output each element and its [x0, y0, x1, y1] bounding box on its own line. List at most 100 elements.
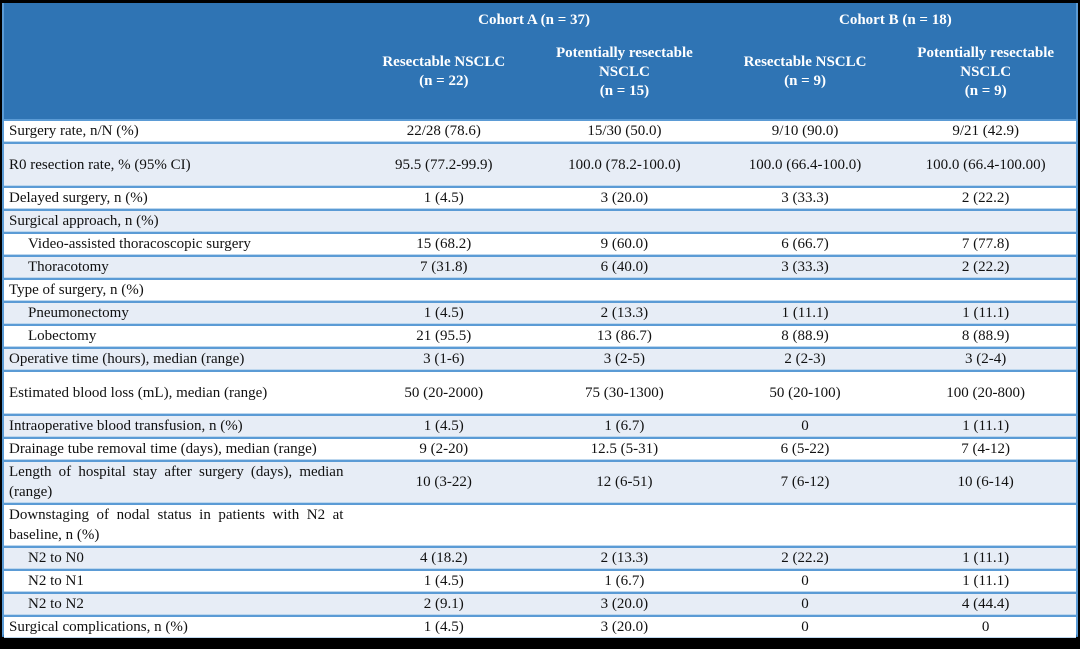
column-n: (n = 9) [964, 82, 1007, 99]
table-row: Operative time (hours), median (range) 3… [4, 347, 1076, 370]
value-cell: 100.0 (66.4-100.00) [895, 142, 1076, 186]
value-cell: 1 (4.5) [353, 569, 535, 592]
value-cell: 10 (3-22) [353, 460, 535, 503]
value-cell [895, 209, 1076, 232]
table-row: Surgery rate, n/N (%) 22/28 (78.6) 15/30… [4, 119, 1076, 142]
value-cell: 1 (4.5) [353, 301, 535, 324]
row-label: Length of hospital stay after surgery (d… [4, 460, 354, 503]
value-cell: 95.5 (77.2-99.9) [353, 142, 535, 186]
value-cell: 3 (20.0) [534, 186, 715, 209]
value-cell [714, 209, 896, 232]
column-header-potentially-resectable-b: Potentially resectable NSCLC (n = 9) [895, 33, 1076, 119]
value-cell: 2 (9.1) [353, 592, 535, 615]
column-n: (n = 9) [784, 73, 826, 89]
row-label: Delayed surgery, n (%) [4, 186, 354, 209]
row-label: Estimated blood loss (mL), median (range… [4, 370, 354, 414]
value-cell: 1 (4.5) [353, 414, 535, 437]
value-cell: 3 (1-6) [353, 347, 535, 370]
table-header: Cohort A (n = 37) Cohort B (n = 18) Rese… [4, 3, 1076, 119]
value-cell: 50 (20-2000) [353, 370, 535, 414]
table-row: N2 to N1 1 (4.5) 1 (6.7) 0 1 (11.1) [4, 569, 1076, 592]
value-cell: 13 (86.7) [534, 324, 715, 347]
value-cell: 0 [714, 414, 896, 437]
row-label: Surgery rate, n/N (%) [4, 119, 354, 142]
row-label: Surgical approach, n (%) [4, 209, 354, 232]
value-cell: 100 (20-800) [895, 370, 1076, 414]
value-cell: 15/30 (50.0) [534, 119, 715, 142]
column-title: Potentially resectable NSCLC [556, 44, 693, 80]
surgery-outcomes-table-wrap: Cohort A (n = 37) Cohort B (n = 18) Rese… [2, 3, 1078, 638]
column-n: (n = 22) [419, 73, 469, 89]
row-label: Drainage tube removal time (days), media… [4, 437, 354, 460]
table-row: Drainage tube removal time (days), media… [4, 437, 1076, 460]
table-row: N2 to N0 4 (18.2) 2 (13.3) 2 (22.2) 1 (1… [4, 546, 1076, 569]
value-cell: 21 (95.5) [353, 324, 535, 347]
cohort-header-row: Cohort A (n = 37) Cohort B (n = 18) [4, 3, 1076, 33]
row-label: Lobectomy [4, 324, 354, 347]
cohort-a-header: Cohort A (n = 37) [353, 3, 715, 33]
value-cell: 1 (11.1) [895, 569, 1076, 592]
column-title: Potentially resectable NSCLC [917, 44, 1055, 80]
row-label: Thoracotomy [4, 255, 354, 278]
value-cell: 3 (2-5) [534, 347, 715, 370]
value-cell [534, 503, 715, 546]
value-cell: 12 (6-51) [534, 460, 715, 503]
row-label: Operative time (hours), median (range) [4, 347, 354, 370]
value-cell: 9 (2-20) [353, 437, 535, 460]
value-cell: 7 (4-12) [895, 437, 1076, 460]
row-label: N2 to N1 [4, 569, 354, 592]
value-cell [353, 503, 535, 546]
value-cell: 0 [714, 615, 896, 638]
value-cell: 2 (13.3) [534, 301, 715, 324]
value-cell [895, 503, 1076, 546]
table-row: N2 to N2 2 (9.1) 3 (20.0) 0 4 (44.4) [4, 592, 1076, 615]
value-cell: 9/10 (90.0) [714, 119, 896, 142]
value-cell [353, 278, 535, 301]
value-cell: 100.0 (78.2-100.0) [534, 142, 715, 186]
value-cell: 75 (30-1300) [534, 370, 715, 414]
column-header-resectable-a: Resectable NSCLC (n = 22) [353, 33, 535, 119]
value-cell [353, 209, 535, 232]
value-cell [534, 278, 715, 301]
table-row: Intraoperative blood transfusion, n (%) … [4, 414, 1076, 437]
value-cell: 1 (11.1) [895, 301, 1076, 324]
value-cell [534, 209, 715, 232]
value-cell: 2 (22.2) [714, 546, 896, 569]
table-row: Delayed surgery, n (%) 1 (4.5) 3 (20.0) … [4, 186, 1076, 209]
value-cell: 1 (11.1) [895, 414, 1076, 437]
value-cell: 7 (77.8) [895, 232, 1076, 255]
value-cell [714, 278, 896, 301]
table-row: Type of surgery, n (%) [4, 278, 1076, 301]
column-title: Resectable NSCLC [743, 54, 867, 70]
value-cell: 4 (44.4) [895, 592, 1076, 615]
row-label: Surgical complications, n (%) [4, 615, 354, 638]
value-cell: 100.0 (66.4-100.0) [714, 142, 896, 186]
table-row: Length of hospital stay after surgery (d… [4, 460, 1076, 503]
column-header-resectable-b: Resectable NSCLC (n = 9) [714, 33, 896, 119]
table-row: Thoracotomy 7 (31.8) 6 (40.0) 3 (33.3) 2… [4, 255, 1076, 278]
value-cell: 9/21 (42.9) [895, 119, 1076, 142]
header-empty-cell [4, 33, 354, 119]
column-header-potentially-resectable-a: Potentially resectable NSCLC (n = 15) [534, 33, 715, 119]
value-cell: 1 (11.1) [895, 546, 1076, 569]
row-label: Downstaging of nodal status in patients … [4, 503, 354, 546]
value-cell: 6 (66.7) [714, 232, 896, 255]
value-cell: 1 (6.7) [534, 569, 715, 592]
value-cell [895, 278, 1076, 301]
value-cell: 9 (60.0) [534, 232, 715, 255]
row-label: R0 resection rate, % (95% CI) [4, 142, 354, 186]
value-cell [714, 503, 896, 546]
value-cell: 2 (13.3) [534, 546, 715, 569]
table-row: R0 resection rate, % (95% CI) 95.5 (77.2… [4, 142, 1076, 186]
table-row: Lobectomy 21 (95.5) 13 (86.7) 8 (88.9) 8… [4, 324, 1076, 347]
value-cell: 0 [714, 592, 896, 615]
value-cell: 4 (18.2) [353, 546, 535, 569]
value-cell: 2 (22.2) [895, 255, 1076, 278]
subgroup-header-row: Resectable NSCLC (n = 22) Potentially re… [4, 33, 1076, 119]
value-cell: 2 (22.2) [895, 186, 1076, 209]
surgery-outcomes-table: Cohort A (n = 37) Cohort B (n = 18) Rese… [4, 3, 1076, 638]
value-cell: 3 (33.3) [714, 255, 896, 278]
table-body: Surgery rate, n/N (%) 22/28 (78.6) 15/30… [4, 119, 1076, 638]
value-cell: 1 (6.7) [534, 414, 715, 437]
